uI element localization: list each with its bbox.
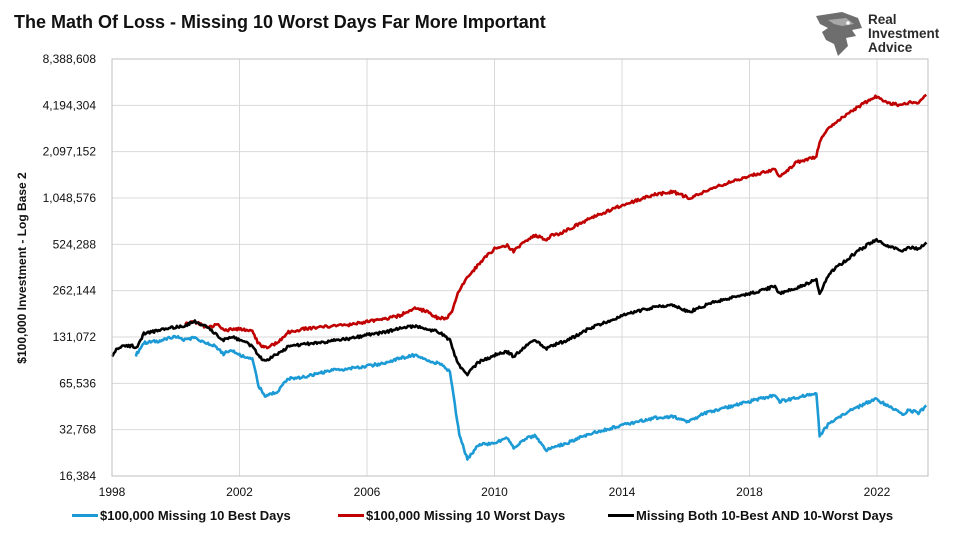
series-line-3 [110, 238, 928, 377]
chart-title: The Math Of Loss - Missing 10 Worst Days… [14, 12, 546, 32]
gridlines [111, 58, 928, 477]
legend-item-1: $100,000 Missing 10 Best Days [72, 508, 291, 523]
x-tick-label: 2006 [354, 485, 381, 499]
legend-item-3: Missing Both 10-Best AND 10-Worst Days [608, 508, 893, 523]
y-tick-label: 8,388,608 [43, 52, 97, 66]
series-line-1 [134, 334, 928, 461]
legend-item-2: $100,000 Missing 10 Worst Days [338, 508, 565, 523]
y-tick-label: 131,072 [53, 330, 97, 344]
legend-label: $100,000 Missing 10 Worst Days [366, 508, 566, 523]
y-tick-label: 262,144 [53, 284, 97, 298]
x-tick-label: 2010 [481, 485, 508, 499]
x-tick-label: 2002 [226, 485, 253, 499]
legend-swatch [608, 514, 634, 517]
logo-line-2: Investment [868, 26, 940, 41]
x-tick-label: 2014 [609, 485, 636, 499]
y-tick-label: 4,194,304 [43, 98, 97, 112]
y-tick-label: 2,097,152 [43, 145, 97, 159]
legend-swatch [72, 514, 98, 517]
y-tick-label: 524,288 [53, 237, 97, 251]
y-tick-label: 32,768 [59, 423, 96, 437]
series-line-2 [184, 93, 928, 350]
x-tick-label: 2022 [864, 485, 891, 499]
legend-swatch [338, 514, 364, 517]
logo-line-3: Advice [868, 40, 913, 55]
y-tick-label: 65,536 [59, 376, 96, 390]
logo-line-1: Real [868, 12, 897, 27]
legend-label: $100,000 Missing 10 Best Days [100, 508, 291, 523]
logo-wordmark: Real Investment Advice [868, 13, 939, 55]
x-tick-label: 1998 [99, 485, 126, 499]
eagle-head-icon [816, 12, 862, 56]
y-tick-label: 1,048,576 [43, 191, 97, 205]
series-lines [110, 93, 928, 461]
legend-label: Missing Both 10-Best AND 10-Worst Days [636, 508, 894, 523]
x-tick-label: 2018 [736, 485, 763, 499]
company-logo: Real Investment Advice [812, 10, 952, 60]
y-tick-label: 16,384 [59, 469, 96, 483]
plot-area-border [111, 58, 929, 477]
axes: 16,384 32,768 65,536 131,072 262,144 524,288 1… [43, 52, 929, 499]
legend: $100,000 Missing 10 Best Days $100,000 Mi… [0, 508, 965, 528]
y-axis-label: $100,000 Investment - Log Base 2 [15, 172, 29, 364]
